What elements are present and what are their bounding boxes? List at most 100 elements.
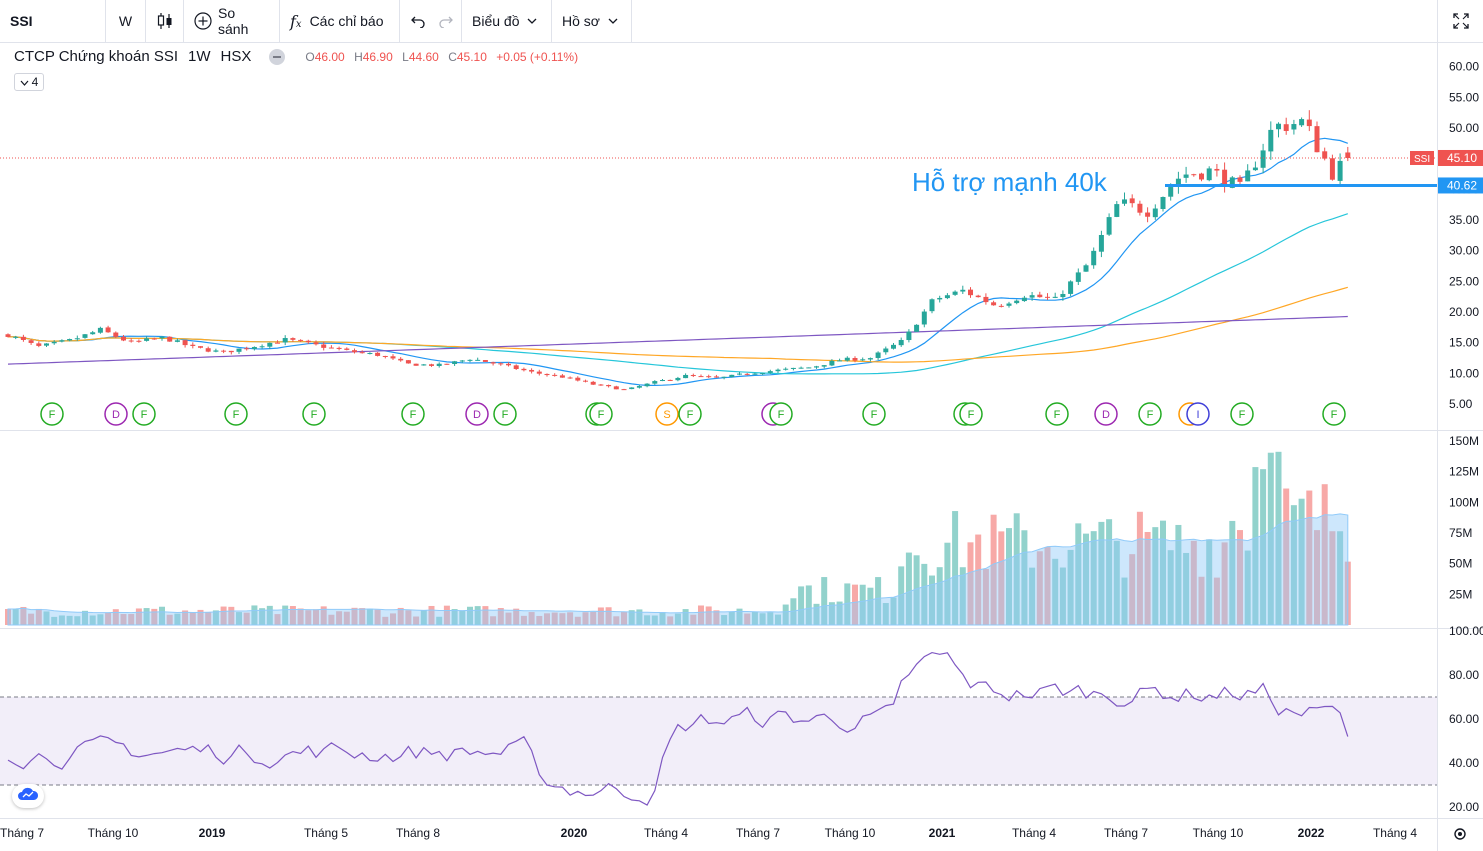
candle[interactable]	[606, 384, 612, 388]
candle[interactable]	[67, 338, 73, 342]
candle[interactable]	[891, 342, 896, 350]
candle[interactable]	[506, 362, 511, 367]
candle[interactable]	[998, 304, 1004, 308]
candle[interactable]	[960, 285, 966, 294]
event-marker[interactable]: F	[40, 402, 64, 426]
candle[interactable]	[1029, 292, 1035, 301]
candle[interactable]	[359, 350, 365, 354]
candle[interactable]	[1329, 154, 1335, 181]
settings-gear-icon[interactable]	[1454, 828, 1466, 840]
candle[interactable]	[221, 349, 227, 354]
chart-menu-button[interactable]: Biểu đồ	[462, 0, 552, 42]
candle[interactable]	[1191, 173, 1197, 177]
event-marker[interactable]: I	[1186, 402, 1210, 426]
candle[interactable]	[783, 367, 789, 371]
candle[interactable]	[929, 298, 935, 314]
candle[interactable]	[213, 348, 219, 353]
candle[interactable]	[544, 373, 550, 377]
candle[interactable]	[1037, 291, 1043, 298]
candle[interactable]	[598, 384, 604, 386]
candle[interactable]	[382, 355, 388, 359]
candle[interactable]	[914, 324, 920, 332]
candle[interactable]	[1021, 295, 1027, 302]
candle[interactable]	[1045, 293, 1050, 301]
candle[interactable]	[328, 345, 334, 349]
candle[interactable]	[413, 363, 419, 366]
candle[interactable]	[521, 367, 527, 372]
candle[interactable]	[1006, 301, 1012, 308]
candle[interactable]	[429, 363, 434, 367]
candle[interactable]	[729, 374, 735, 378]
event-marker[interactable]: F	[1322, 402, 1346, 426]
candle[interactable]	[583, 379, 588, 383]
candle[interactable]	[1145, 207, 1151, 223]
candle[interactable]	[498, 362, 504, 366]
candle[interactable]	[621, 388, 627, 391]
candle[interactable]	[113, 331, 119, 339]
candle[interactable]	[590, 380, 596, 386]
candle[interactable]	[660, 379, 665, 382]
candle[interactable]	[459, 360, 465, 363]
candle[interactable]	[1129, 194, 1135, 208]
candle[interactable]	[20, 334, 26, 342]
candle[interactable]	[1160, 196, 1166, 212]
candle[interactable]	[1175, 171, 1181, 194]
event-marker[interactable]: D	[465, 402, 489, 426]
candle[interactable]	[898, 337, 904, 347]
candle[interactable]	[44, 343, 49, 348]
candle[interactable]	[636, 384, 642, 389]
candle[interactable]	[1245, 164, 1251, 182]
candle[interactable]	[1060, 290, 1066, 301]
candle[interactable]	[352, 348, 357, 354]
candle[interactable]	[844, 356, 850, 362]
candle[interactable]	[313, 340, 319, 346]
candle[interactable]	[482, 360, 488, 362]
candle[interactable]	[28, 339, 34, 345]
candle[interactable]	[275, 340, 280, 344]
candle[interactable]	[51, 340, 57, 345]
candle[interactable]	[375, 352, 381, 357]
event-marker[interactable]: F	[1230, 402, 1254, 426]
candle[interactable]	[136, 339, 142, 343]
candle[interactable]	[159, 336, 165, 341]
candle[interactable]	[875, 351, 881, 360]
event-marker[interactable]: F	[302, 402, 326, 426]
candle[interactable]	[490, 361, 496, 366]
candle[interactable]	[82, 334, 88, 339]
candle[interactable]	[205, 346, 211, 353]
candle[interactable]	[1260, 143, 1266, 174]
candle[interactable]	[167, 336, 173, 342]
tradingview-logo-button[interactable]	[12, 784, 44, 808]
event-marker[interactable]: F	[769, 402, 793, 426]
compare-button[interactable]: So sánh	[184, 0, 280, 42]
candle[interactable]	[251, 346, 257, 351]
candle[interactable]	[1276, 122, 1281, 138]
candle[interactable]	[1214, 163, 1220, 177]
event-marker[interactable]: F	[1138, 402, 1162, 426]
event-marker[interactable]: F	[132, 402, 156, 426]
candle[interactable]	[1098, 230, 1104, 258]
candle[interactable]	[436, 362, 442, 368]
candle[interactable]	[151, 337, 157, 340]
candle[interactable]	[652, 380, 658, 385]
candle[interactable]	[174, 338, 180, 343]
candle[interactable]	[13, 335, 19, 340]
candle[interactable]	[821, 365, 827, 369]
candle[interactable]	[59, 339, 65, 343]
candle[interactable]	[675, 376, 681, 382]
candle[interactable]	[559, 373, 565, 378]
candle[interactable]	[513, 364, 519, 370]
candle[interactable]	[421, 363, 427, 366]
candle[interactable]	[1337, 153, 1343, 187]
candle[interactable]	[667, 379, 673, 382]
candle[interactable]	[937, 295, 943, 303]
candle[interactable]	[767, 369, 773, 374]
candle[interactable]	[529, 368, 535, 374]
candle[interactable]	[944, 293, 950, 300]
candle[interactable]	[344, 347, 350, 351]
candle[interactable]	[552, 373, 558, 377]
event-marker[interactable]: D	[1094, 402, 1118, 426]
symbol-search-button[interactable]: SSI	[0, 0, 106, 42]
candle[interactable]	[321, 341, 327, 351]
